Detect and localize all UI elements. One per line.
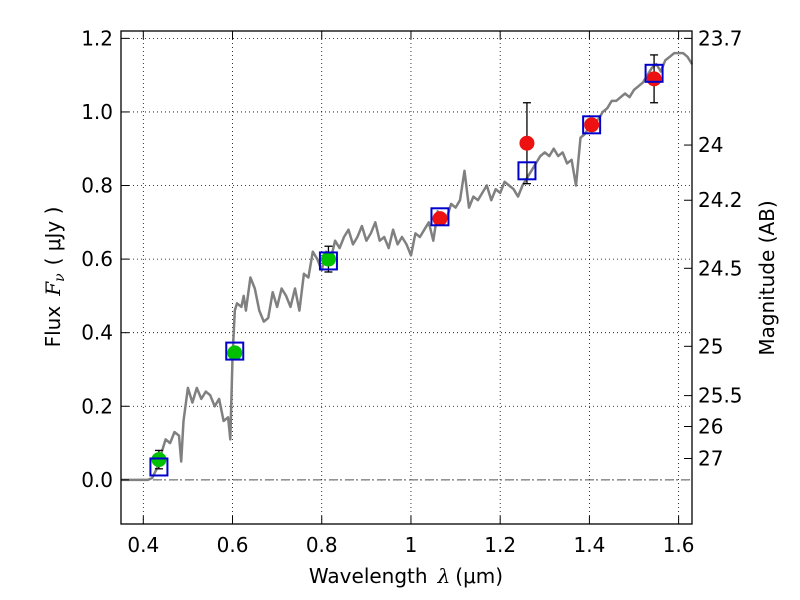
y-tick-label: 0.2	[81, 394, 113, 418]
x-axis-label: Wavelength λ (μm)	[309, 564, 503, 588]
synthetic-photometry-square	[430, 207, 450, 227]
magnitude-axis-ticks: 23.7 24 24.2 24.5 25 25.5 26 27	[684, 26, 743, 471]
observed-point	[320, 251, 336, 267]
mag-tick-label: 23.7	[698, 26, 743, 50]
mag-tick-label: 25.5	[698, 384, 743, 408]
y-tick-label: 0.0	[81, 468, 113, 492]
observed-point	[646, 71, 662, 87]
mag-tick-label: 24.2	[698, 188, 743, 212]
plot-frame	[120, 30, 693, 525]
mag-tick-label: 26	[698, 415, 723, 439]
synthetic-photometry-square	[582, 115, 602, 135]
synthetic-photometry-square	[149, 457, 169, 477]
y-tick-label: 1.0	[81, 100, 113, 124]
x-tick-label: 0.4	[127, 533, 159, 557]
observed-point	[519, 135, 535, 151]
x-tick-label: 0.8	[306, 533, 338, 557]
observed-point	[432, 211, 448, 227]
observed-point	[151, 452, 167, 468]
mag-tick-label: 24.5	[698, 256, 743, 280]
x-tick-label: 0.6	[217, 533, 249, 557]
x-tick-label: 1.2	[484, 533, 516, 557]
y-tick-label: 0.6	[81, 247, 113, 271]
grid-lines	[121, 31, 692, 524]
right-axis-label: Magnitude (AB)	[755, 200, 779, 355]
x-tick-label: 1	[405, 533, 418, 557]
x-tick-label: 1.4	[573, 533, 605, 557]
observed-point	[227, 345, 243, 361]
y-axis-label: FluxFν( μJy )	[41, 207, 68, 348]
mag-tick-label: 24	[698, 133, 723, 157]
synthetic-photometry-square	[318, 251, 338, 271]
y-tick-label: 0.8	[81, 174, 113, 198]
x-axis-ticks: 0.4 0.6 0.8 1 1.2 1.4 1.6	[127, 31, 695, 557]
synthetic-photometry-squares	[149, 63, 664, 477]
observed-point	[584, 117, 600, 133]
x-tick-label: 1.6	[663, 533, 695, 557]
mag-tick-label: 25	[698, 334, 723, 358]
synthetic-photometry-square	[517, 161, 537, 181]
y-axis-ticks: 0.0 0.2 0.4 0.6 0.8 1.0 1.2	[81, 26, 129, 492]
observed-points	[151, 71, 662, 468]
model-spectrum-line	[121, 51, 694, 482]
y-tick-label: 0.4	[81, 321, 113, 345]
mag-tick-label: 27	[698, 447, 723, 471]
synthetic-photometry-square	[644, 63, 664, 83]
y-tick-label: 1.2	[81, 26, 113, 50]
synthetic-photometry-square	[225, 341, 245, 361]
